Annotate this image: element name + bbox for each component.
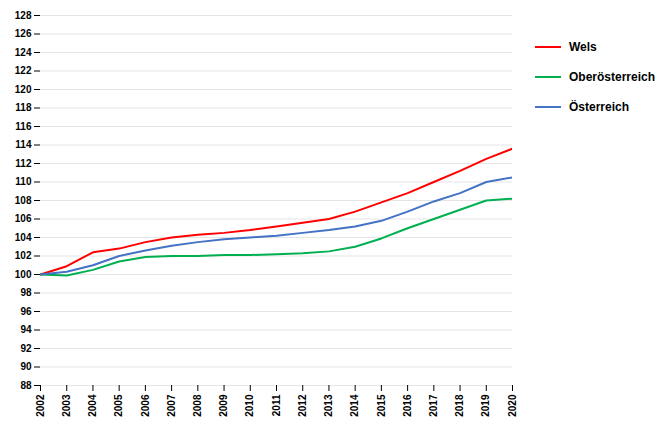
- svg-text:116: 116: [15, 121, 32, 132]
- svg-text:2018: 2018: [454, 394, 465, 417]
- svg-text:92: 92: [20, 343, 32, 354]
- svg-text:2017: 2017: [428, 394, 439, 417]
- svg-text:2009: 2009: [218, 394, 229, 417]
- svg-text:2020: 2020: [507, 394, 518, 417]
- svg-text:120: 120: [15, 84, 32, 95]
- svg-text:98: 98: [20, 287, 32, 298]
- svg-text:2015: 2015: [376, 394, 387, 417]
- svg-text:114: 114: [15, 139, 32, 150]
- svg-text:112: 112: [15, 158, 32, 169]
- svg-text:104: 104: [15, 232, 32, 243]
- svg-text:2003: 2003: [61, 394, 72, 417]
- svg-text:2012: 2012: [297, 394, 308, 417]
- svg-text:126: 126: [15, 28, 32, 39]
- svg-text:2007: 2007: [166, 394, 177, 417]
- svg-text:2011: 2011: [271, 394, 282, 416]
- svg-text:2013: 2013: [323, 394, 334, 417]
- svg-text:106: 106: [15, 213, 32, 224]
- svg-text:118: 118: [15, 102, 32, 113]
- svg-text:102: 102: [15, 250, 32, 261]
- svg-text:2008: 2008: [192, 394, 203, 417]
- svg-text:2002: 2002: [35, 394, 46, 417]
- svg-text:2006: 2006: [140, 394, 151, 417]
- svg-text:122: 122: [15, 65, 32, 76]
- svg-text:100: 100: [15, 269, 32, 280]
- svg-text:2010: 2010: [244, 394, 255, 417]
- svg-text:2016: 2016: [402, 394, 413, 417]
- html-text:Wels: Wels: [569, 40, 597, 54]
- svg-text:124: 124: [15, 47, 32, 58]
- svg-text:96: 96: [20, 306, 32, 317]
- html-text:Oberösterreich: Oberösterreich: [569, 70, 655, 84]
- svg-text:108: 108: [15, 195, 32, 206]
- svg-text:90: 90: [20, 361, 32, 372]
- svg-text:2005: 2005: [113, 394, 124, 417]
- svg-text:2014: 2014: [349, 394, 360, 417]
- svg-text:128: 128: [15, 10, 32, 21]
- svg-text:94: 94: [20, 324, 32, 335]
- html-text:Österreich: Österreich: [569, 100, 629, 114]
- svg-text:2004: 2004: [87, 394, 98, 417]
- svg-text:2019: 2019: [480, 394, 491, 417]
- svg-text:88: 88: [20, 380, 32, 391]
- svg-text:110: 110: [15, 176, 32, 187]
